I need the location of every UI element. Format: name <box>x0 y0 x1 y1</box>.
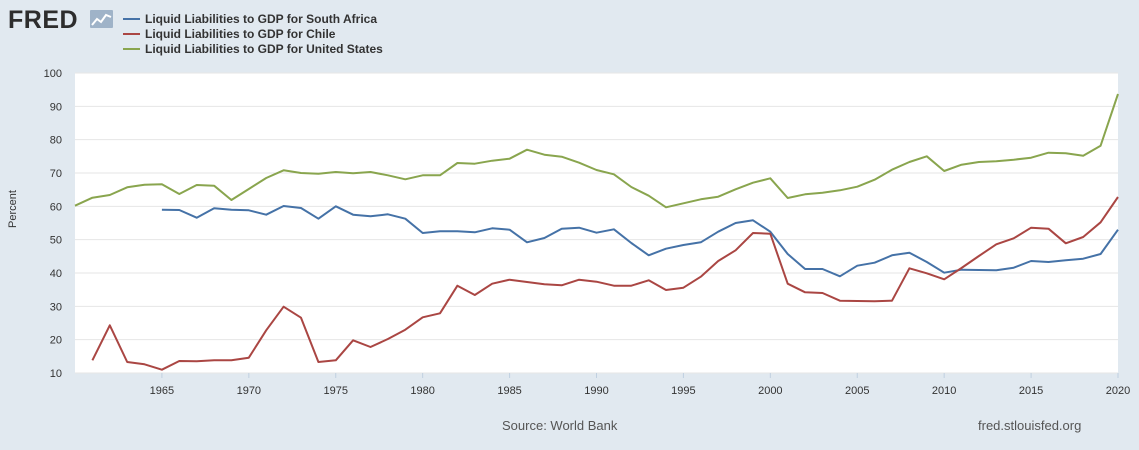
line-chart-icon <box>90 10 113 28</box>
plot-area <box>75 73 1118 373</box>
legend-item-south-africa[interactable]: Liquid Liabilities to GDP for South Afri… <box>123 11 383 26</box>
y-tick-label: 50 <box>50 235 62 247</box>
y-tick-label: 30 <box>50 301 62 313</box>
legend-item-chile[interactable]: Liquid Liabilities to GDP for Chile <box>123 26 383 41</box>
x-tick-label: 2000 <box>758 385 782 397</box>
legend-label: Liquid Liabilities to GDP for South Afri… <box>145 11 378 26</box>
site-link[interactable]: fred.stlouisfed.org <box>978 418 1082 433</box>
legend-swatch <box>123 17 140 20</box>
y-tick-label: 20 <box>50 335 62 347</box>
legend-item-united-states[interactable]: Liquid Liabilities to GDP for United Sta… <box>123 41 383 56</box>
x-tick-label: 2020 <box>1106 385 1130 397</box>
legend-swatch <box>123 47 140 50</box>
x-tick-label: 1985 <box>497 385 521 397</box>
legend-label: Liquid Liabilities to GDP for United Sta… <box>145 41 383 56</box>
y-tick-label: 10 <box>50 368 62 380</box>
y-tick-label: 70 <box>50 168 62 180</box>
x-tick-label: 1990 <box>584 385 608 397</box>
x-tick-label: 1965 <box>150 385 174 397</box>
source-note: Source: World Bank <box>502 418 618 433</box>
x-tick-label: 1975 <box>324 385 348 397</box>
chart-header: FRED Liquid Liabilities to GDP for South… <box>0 0 1139 62</box>
series-line-1 <box>91 196 1119 371</box>
x-tick-label: 2015 <box>1019 385 1043 397</box>
chart-legend: Liquid Liabilities to GDP for South Afri… <box>123 11 383 56</box>
series-line-2 <box>74 93 1119 209</box>
y-tick-label: 40 <box>50 268 62 280</box>
y-tick-label: 80 <box>50 135 62 147</box>
x-tick-label: 2005 <box>845 385 869 397</box>
y-axis-title: Percent <box>7 190 19 228</box>
x-tick-label: 1970 <box>237 385 261 397</box>
x-tick-label: 2010 <box>932 385 956 397</box>
x-tick-label: 1995 <box>671 385 695 397</box>
y-tick-label: 100 <box>44 68 62 80</box>
legend-label: Liquid Liabilities to GDP for Chile <box>145 26 336 41</box>
x-tick-label: 1980 <box>410 385 434 397</box>
fred-logo[interactable]: FRED <box>8 6 79 34</box>
y-tick-label: 60 <box>50 201 62 213</box>
y-tick-label: 90 <box>50 101 62 113</box>
legend-swatch <box>123 32 140 35</box>
